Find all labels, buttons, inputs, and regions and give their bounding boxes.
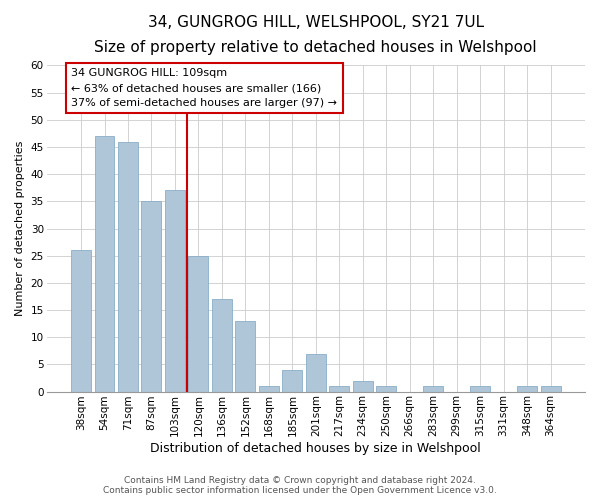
Bar — [470, 386, 490, 392]
Bar — [283, 370, 302, 392]
Bar — [165, 190, 185, 392]
Text: Contains HM Land Registry data © Crown copyright and database right 2024.
Contai: Contains HM Land Registry data © Crown c… — [103, 476, 497, 495]
Y-axis label: Number of detached properties: Number of detached properties — [15, 141, 25, 316]
Bar — [71, 250, 91, 392]
Bar — [95, 136, 115, 392]
Bar — [541, 386, 560, 392]
Bar — [188, 256, 208, 392]
Bar — [423, 386, 443, 392]
Bar — [212, 299, 232, 392]
Title: 34, GUNGROG HILL, WELSHPOOL, SY21 7UL
Size of property relative to detached hous: 34, GUNGROG HILL, WELSHPOOL, SY21 7UL Si… — [94, 15, 537, 54]
Bar — [517, 386, 537, 392]
Text: 34 GUNGROG HILL: 109sqm
← 63% of detached houses are smaller (166)
37% of semi-d: 34 GUNGROG HILL: 109sqm ← 63% of detache… — [71, 68, 337, 108]
Bar — [376, 386, 396, 392]
Bar — [306, 354, 326, 392]
Bar — [235, 321, 256, 392]
Bar — [259, 386, 279, 392]
Bar — [118, 142, 138, 392]
Bar — [142, 202, 161, 392]
Bar — [353, 380, 373, 392]
Bar — [329, 386, 349, 392]
X-axis label: Distribution of detached houses by size in Welshpool: Distribution of detached houses by size … — [151, 442, 481, 455]
